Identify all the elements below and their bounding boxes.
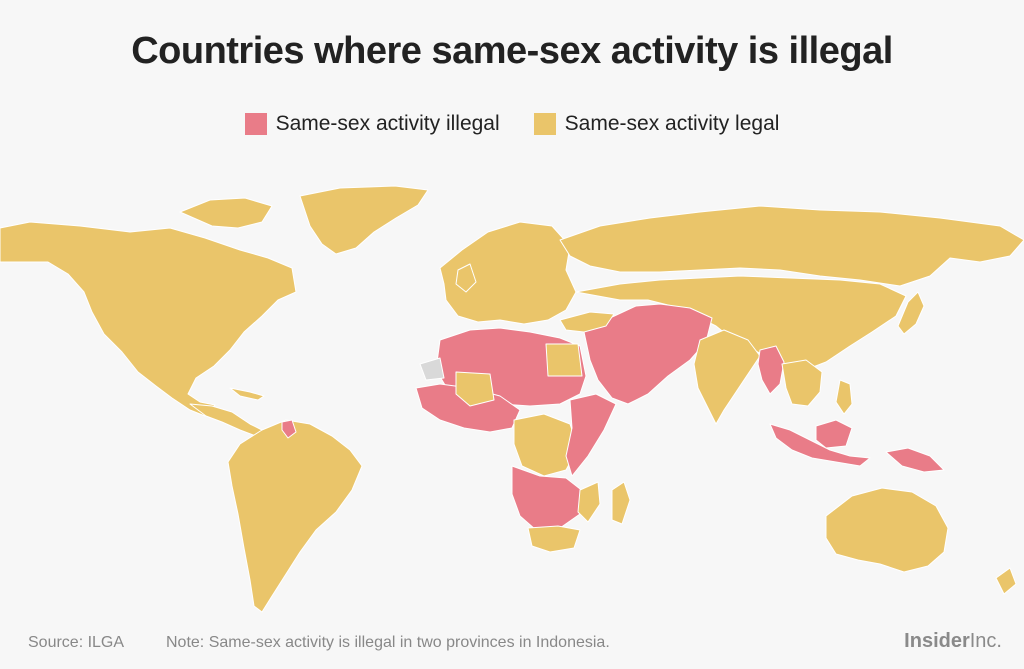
brand-light: Inc. [969, 630, 1002, 652]
papua-new-guinea [885, 447, 945, 473]
borneo [815, 419, 853, 449]
indonesia [769, 423, 871, 467]
caribbean [229, 387, 265, 401]
note-text: Note: Same-sex activity is illegal in tw… [166, 634, 610, 651]
australia [825, 487, 949, 573]
brand-bold: Insider [904, 630, 970, 652]
arctic-islands [179, 197, 273, 229]
south-america [227, 419, 363, 613]
philippines [835, 379, 853, 415]
east-africa [565, 393, 617, 477]
legal-swatch [533, 113, 556, 135]
map-title: Countries where same-sex activity is ill… [131, 30, 893, 72]
illegal-swatch [244, 113, 267, 135]
middle-east [583, 303, 713, 405]
legend-item-illegal: Same-sex activity illegal [244, 112, 500, 136]
mozambique [577, 481, 601, 523]
legend-legal-label: Same-sex activity legal [564, 112, 780, 135]
british-isles [455, 263, 477, 293]
legend-illegal-label: Same-sex activity illegal [275, 112, 500, 135]
guyana [281, 419, 297, 439]
russia [559, 205, 1024, 287]
india [693, 329, 761, 425]
south-africa [527, 525, 581, 553]
world-map [0, 185, 1024, 613]
legend: Same-sex activity illegal Same-sex activ… [0, 112, 1024, 136]
europe [439, 221, 577, 325]
southern-africa [511, 465, 585, 531]
legend-item-legal: Same-sex activity legal [533, 112, 780, 136]
southeast-asia [781, 359, 823, 407]
turkey [559, 311, 615, 333]
myanmar [757, 345, 785, 395]
central-america [189, 403, 263, 437]
new-zealand [995, 567, 1017, 595]
source-text: Source: ILGA [28, 634, 125, 651]
madagascar [611, 481, 631, 525]
japan [897, 291, 925, 335]
central-africa [513, 413, 579, 477]
west-africa-legal [455, 371, 495, 407]
egypt [545, 343, 583, 377]
greenland [299, 185, 429, 255]
brand-logo: InsiderInc. [904, 630, 1002, 653]
north-america [0, 221, 297, 417]
western-sahara [419, 357, 445, 381]
